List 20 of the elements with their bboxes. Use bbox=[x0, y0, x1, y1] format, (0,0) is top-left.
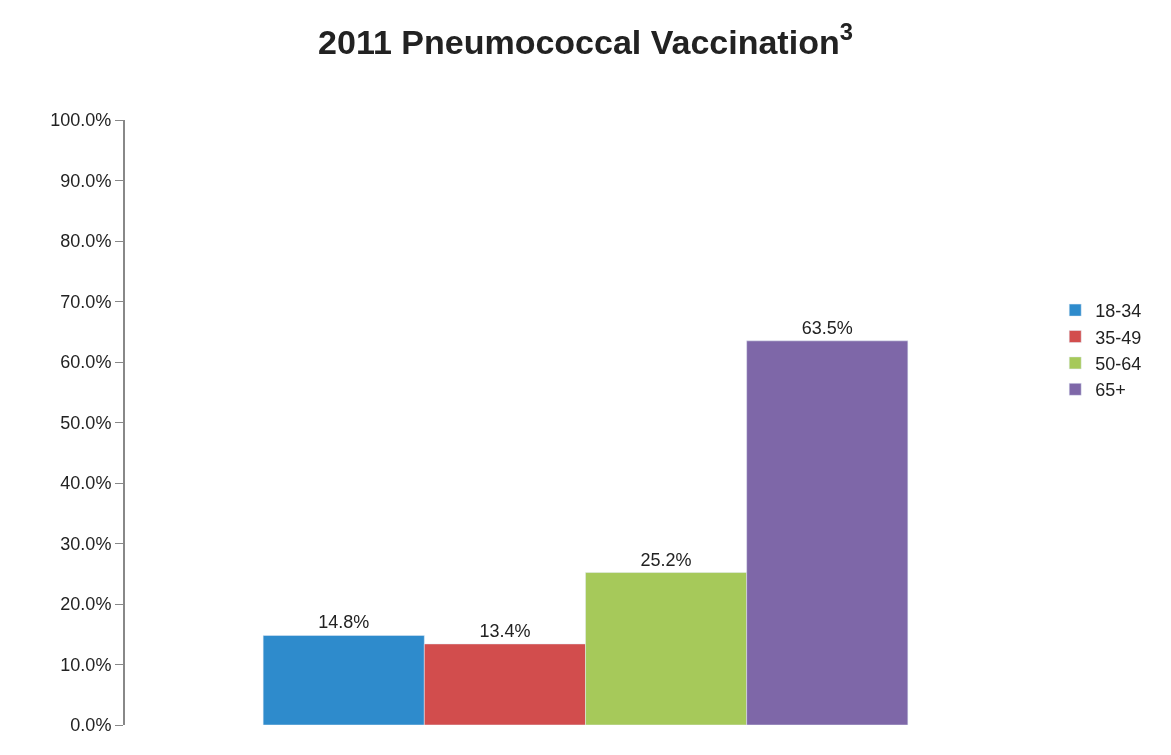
y-tick-label: 60.0% bbox=[60, 352, 112, 373]
data-label: 25.2% bbox=[640, 549, 692, 570]
data-label: 63.5% bbox=[801, 317, 853, 338]
y-tick-label: 80.0% bbox=[60, 231, 112, 252]
legend-label: 50-64 bbox=[1095, 353, 1142, 374]
y-tick-label: 50.0% bbox=[60, 412, 112, 433]
y-tick-label: 100.0% bbox=[50, 110, 112, 131]
legend-label: 18-34 bbox=[1095, 301, 1142, 322]
legend-label: 65+ bbox=[1095, 380, 1126, 401]
data-label: 13.4% bbox=[479, 620, 531, 641]
legend-label: 35-49 bbox=[1095, 327, 1142, 348]
y-tick-label: 10.0% bbox=[60, 654, 112, 675]
y-tick-label: 0.0% bbox=[70, 715, 112, 736]
y-tick-label: 70.0% bbox=[60, 291, 112, 312]
y-tick-label: 40.0% bbox=[60, 473, 112, 494]
y-tick-label: 20.0% bbox=[60, 594, 112, 615]
chart-title: 2011 Pneumococcal Vaccination$^{3}$ bbox=[318, 17, 853, 61]
data-label: 14.8% bbox=[318, 612, 370, 633]
y-tick-label: 90.0% bbox=[60, 170, 112, 191]
y-tick-label: 30.0% bbox=[60, 533, 112, 554]
